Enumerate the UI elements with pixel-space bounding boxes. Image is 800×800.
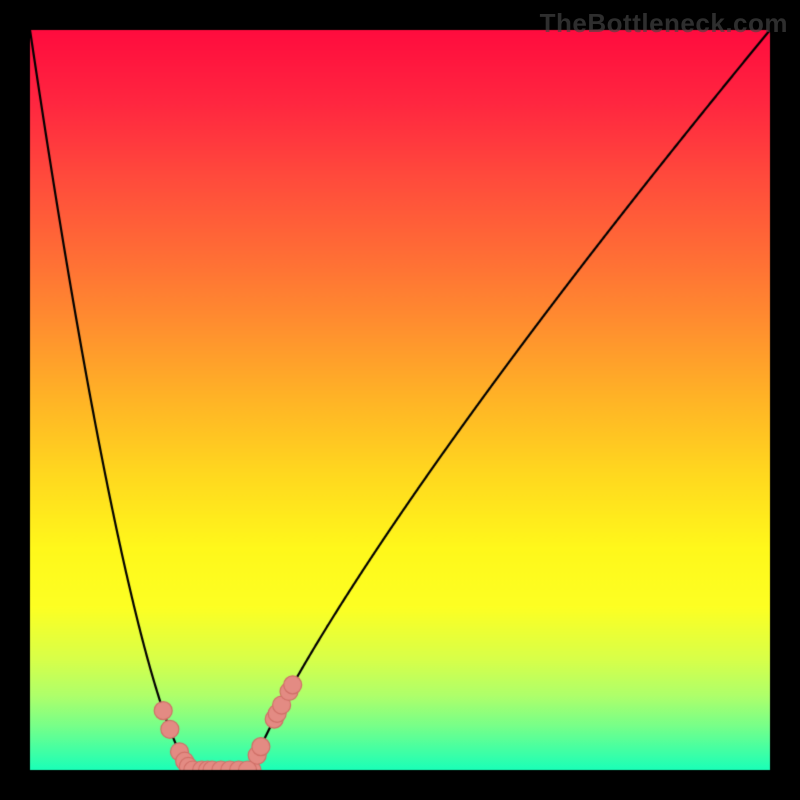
bottleneck-chart	[0, 0, 800, 800]
